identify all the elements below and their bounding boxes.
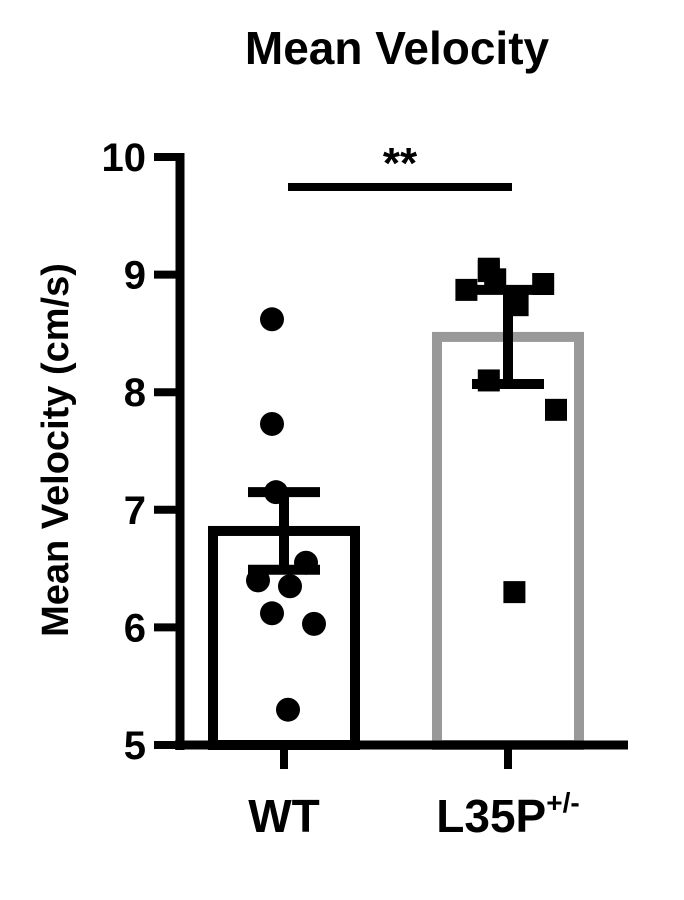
data-point-0-3 [294,550,318,575]
significance-layer: ** [288,139,512,191]
data-point-0-2 [264,480,288,505]
significance-label: ** [383,139,418,188]
x-tick-label-text-0: WT [248,790,320,842]
bars-layer [208,331,584,751]
x-tick-label-1: L35P+/- [436,787,579,842]
x-tick-label-0: WT [248,790,320,842]
y-axis-label: Mean Velocity (cm/s) [35,263,77,637]
data-point-1-5 [506,294,529,317]
data-point-0-0 [260,307,284,332]
chart-title: Mean Velocity [245,22,550,74]
data-point-1-4 [455,278,478,301]
y-tick-label-4: 9 [124,254,146,298]
x-tick-label-superscript-1: +/- [546,787,579,818]
data-point-1-8 [503,581,526,604]
data-point-1-7 [545,398,567,421]
data-point-0-8 [276,697,300,722]
y-tick-label-1: 6 [124,606,146,650]
y-tick-label-5: 10 [102,136,147,180]
x-labels-layer: WT L35P+/- [248,745,580,842]
y-tick-label-0: 5 [124,724,146,768]
y-tick-label-2: 7 [124,489,146,533]
y-ticks-layer: 5 6 7 8 9 10 [102,136,180,768]
data-point-0-4 [246,568,270,593]
data-point-0-6 [260,601,284,626]
data-point-0-1 [260,411,284,436]
bar-1 [432,331,584,750]
data-point-0-5 [278,574,302,599]
data-point-1-6 [477,369,500,392]
x-tick-label-text-1: L35P [436,790,546,842]
data-point-0-7 [302,611,326,636]
axes-layer [175,153,628,750]
data-points-layer [246,257,567,722]
data-point-1-3 [532,273,555,296]
y-tick-label-3: 8 [124,371,146,415]
data-point-1-2 [484,268,507,291]
